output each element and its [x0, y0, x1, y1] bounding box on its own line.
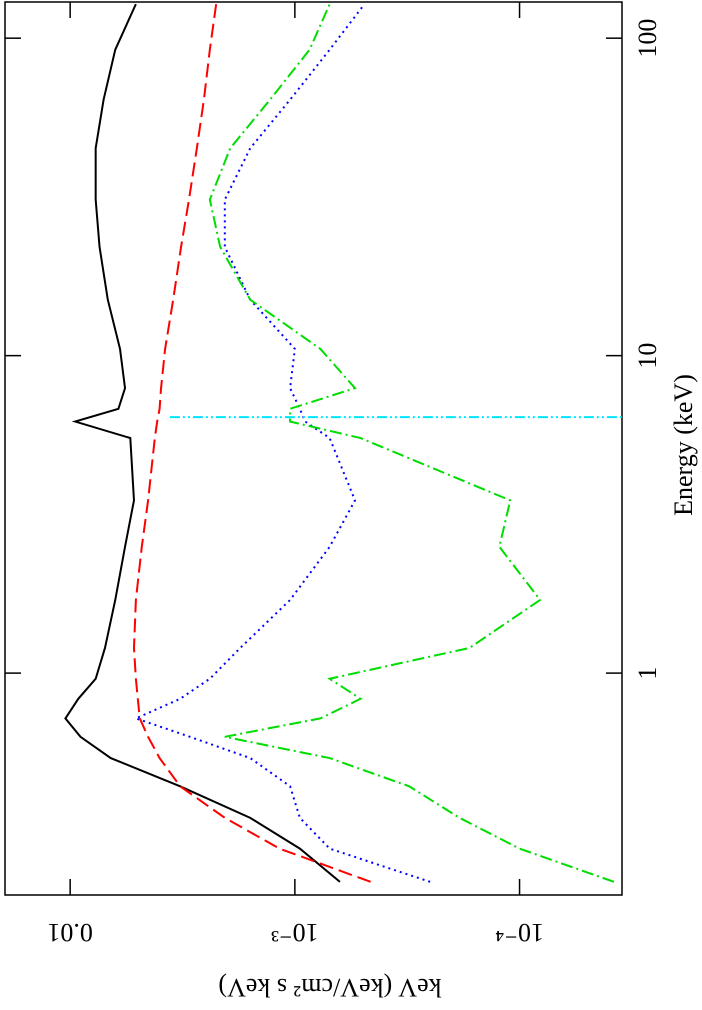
series-line [133, 3, 431, 883]
y-axis-label: keV (keV/cm² s keV) [218, 973, 441, 1002]
plot-frame [4, 1, 623, 896]
x-tick-label: 10 [633, 343, 662, 369]
x-axis-label: Energy (keV) [669, 374, 698, 516]
y-tick-label: 10⁻⁴ [495, 918, 544, 947]
y-tick-label: 0.01 [47, 918, 93, 947]
series-line [64, 3, 341, 883]
series-line [132, 4, 371, 883]
series-line [208, 3, 615, 883]
y-tick-label: 10⁻³ [271, 918, 319, 947]
x-tick-label: 1 [633, 667, 662, 680]
x-tick-label: 100 [633, 19, 662, 58]
